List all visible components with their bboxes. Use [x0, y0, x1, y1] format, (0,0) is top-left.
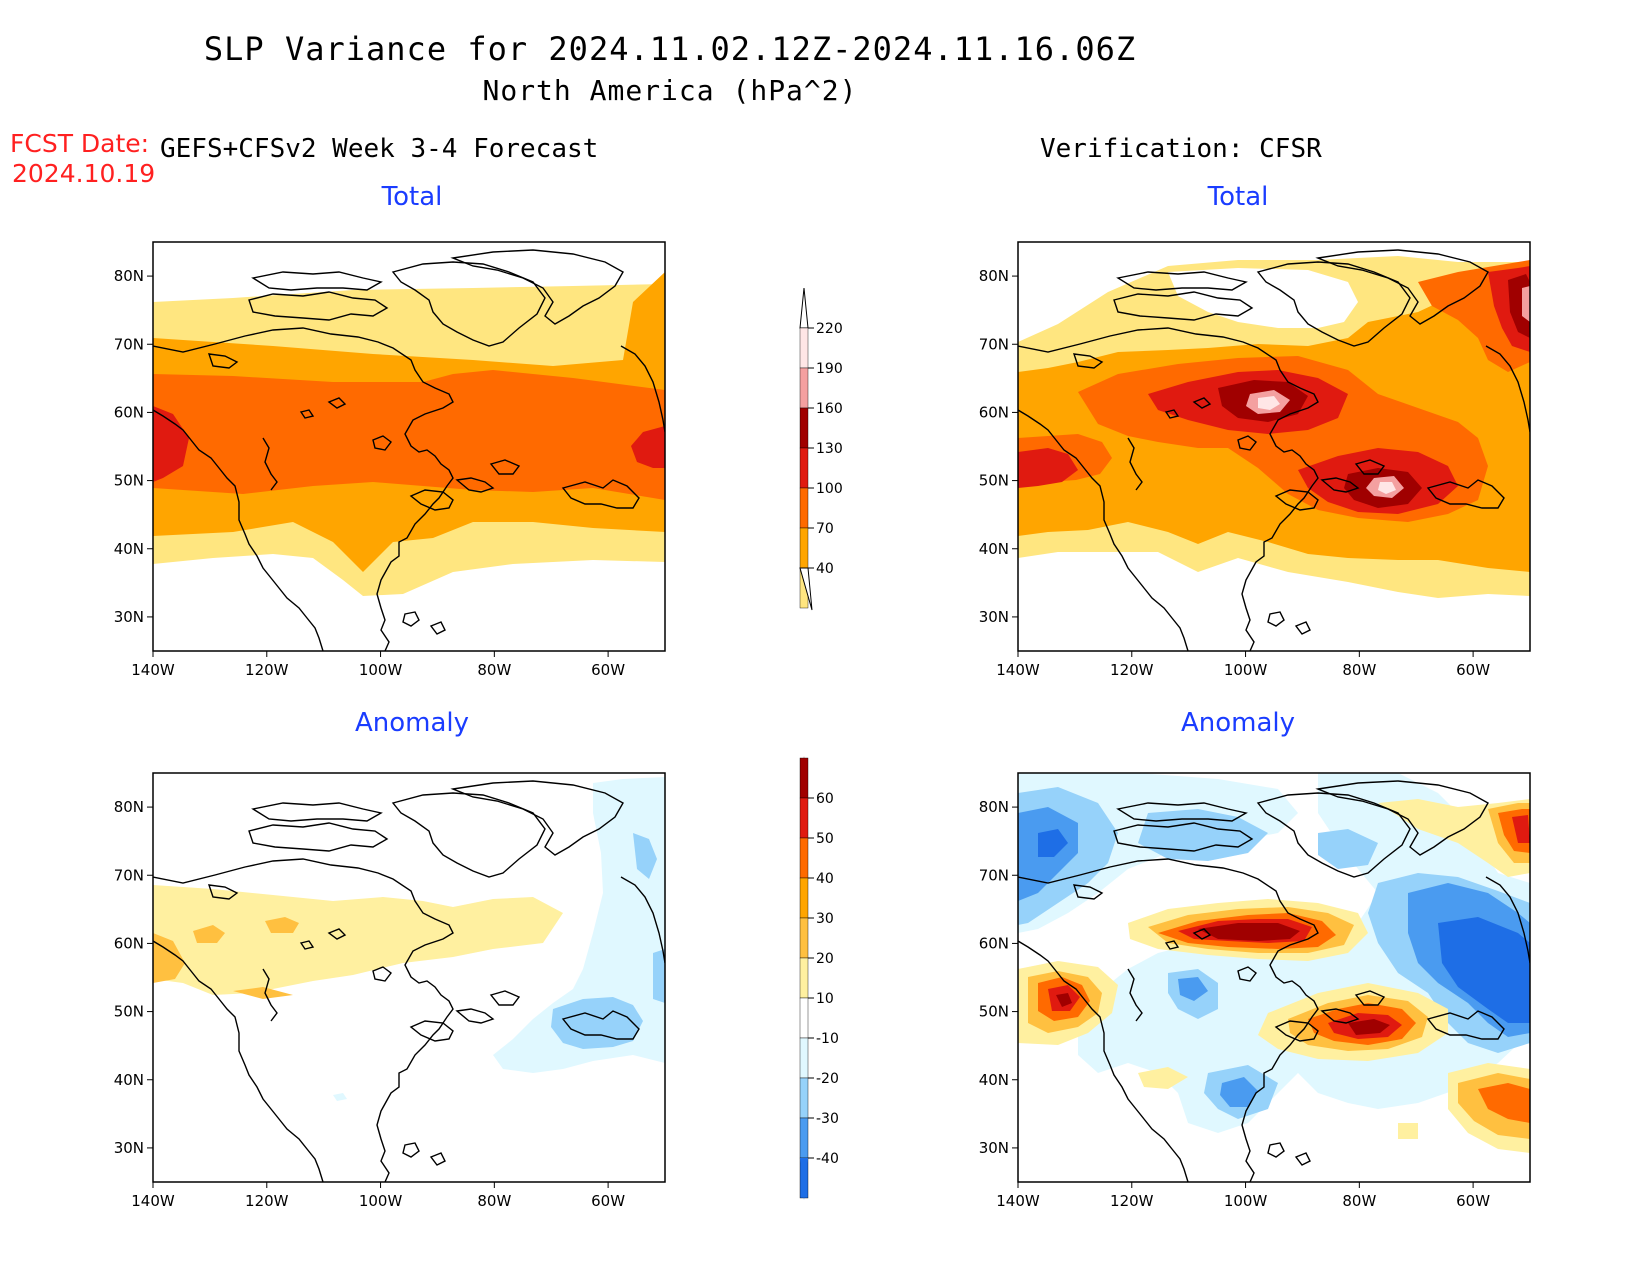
lat-tick-label: 70N	[979, 335, 1009, 353]
colorbar-tick-label: -20	[816, 1071, 839, 1087]
colorbar-swatch	[799, 367, 809, 409]
lat-tick-label: 60N	[114, 934, 144, 952]
lon-tick-label: 100W	[359, 661, 403, 679]
colorbar-tick-label: 50	[816, 831, 834, 847]
right-column-title: Verification: CFSR	[1040, 134, 1322, 164]
lat-tick-label: 60N	[114, 403, 144, 421]
lon-tick-label: 140W	[131, 661, 175, 679]
map-panel-cfsr-anomaly	[1017, 772, 1531, 1183]
lon-tick-label: 60W	[591, 1192, 625, 1210]
panel-title-fcst-total: Total	[381, 182, 443, 212]
colorbar-tick-label: 40	[816, 871, 834, 887]
lat-tick-label: 30N	[114, 608, 144, 626]
map-panel-fcst-total	[152, 241, 666, 652]
lon-tick-label: 100W	[1224, 1192, 1268, 1210]
panel-title-fcst-anomaly: Anomaly	[354, 708, 470, 738]
lon-tick-label: 140W	[996, 661, 1040, 679]
lat-tick-label: 70N	[979, 866, 1009, 884]
colorbar-tick-label: 130	[816, 441, 843, 457]
colorbar-swatch	[799, 917, 809, 959]
colorbar-swatch	[799, 877, 809, 919]
panel-title-cfsr-anomaly: Anomaly	[1180, 708, 1296, 738]
colorbar-swatch	[799, 527, 809, 569]
colorbar-total: 220 190 160 130 100 70 40	[799, 287, 843, 611]
map-panel-cfsr-total	[1017, 241, 1531, 652]
lon-tick-label: 120W	[1110, 661, 1154, 679]
colorbar-swatch	[799, 997, 809, 1039]
colorbar-tick-label: 100	[816, 481, 843, 497]
colorbar-swatch	[799, 837, 809, 879]
lon-tick-label: 80W	[1342, 661, 1376, 679]
lat-tick-label: 50N	[114, 472, 144, 490]
lat-tick-label: 40N	[979, 1071, 1009, 1089]
lon-tick-label: 80W	[1342, 1192, 1376, 1210]
lat-tick-label: 50N	[979, 1003, 1009, 1021]
colorbar-tick-label: 10	[816, 991, 834, 1007]
colorbar-swatch	[799, 957, 809, 999]
lon-tick-label: 120W	[1110, 1192, 1154, 1210]
axes-layer: 80N 70N 60N 50N 40N 30N 140W 120W 100W 80W 60W 80N 7…	[114, 267, 1491, 1210]
colorbar-swatch	[799, 487, 809, 529]
colorbar-tick-label: 160	[816, 401, 843, 417]
lon-tick-label: 80W	[477, 661, 511, 679]
colorbar-tick-label: 30	[816, 911, 834, 927]
lon-tick-label: 120W	[245, 1192, 289, 1210]
colorbar-tick-label: 20	[816, 951, 834, 967]
colorbar-tick-label: -40	[816, 1151, 839, 1167]
left-column-title: GEFS+CFSv2 Week 3-4 Forecast	[160, 134, 599, 164]
fcst-date-label: FCST Date:	[10, 129, 150, 158]
figure-title: SLP Variance for 2024.11.02.12Z-2024.11.…	[203, 30, 1137, 68]
colorbar-tick-label: 70	[816, 521, 834, 537]
lat-tick-label: 80N	[114, 267, 144, 285]
colorbar-anomaly: 60 50 40 30 20 10 -10 -20 -30 -40	[799, 756, 839, 1200]
panel-title-cfsr-total: Total	[1207, 182, 1269, 212]
lon-tick-label: 120W	[245, 661, 289, 679]
lon-tick-label: 100W	[359, 1192, 403, 1210]
lat-tick-label: 40N	[114, 540, 144, 558]
colorbar-swatch	[799, 447, 809, 489]
lon-tick-label: 60W	[1456, 1192, 1490, 1210]
lat-tick-label: 50N	[114, 1003, 144, 1021]
colorbar-tick-label: 40	[816, 561, 834, 577]
colorbar-tick-label: -30	[816, 1111, 839, 1127]
colorbar-swatch	[799, 327, 809, 369]
lat-tick-label: 80N	[979, 267, 1009, 285]
colorbar-swatch	[799, 1077, 809, 1119]
lon-tick-label: 100W	[1224, 661, 1268, 679]
lat-tick-label: 70N	[114, 866, 144, 884]
colorbar-tick-label: 220	[816, 321, 843, 337]
lon-tick-label: 140W	[131, 1192, 175, 1210]
colorbar-swatch	[799, 1037, 809, 1079]
fcst-date-value: 2024.10.19	[12, 159, 156, 188]
lon-tick-label: 60W	[591, 661, 625, 679]
colorbar-swatch	[799, 757, 809, 799]
lon-tick-label: 140W	[996, 1192, 1040, 1210]
lat-tick-label: 30N	[114, 1139, 144, 1157]
map-panel-fcst-anomaly	[152, 772, 666, 1183]
colorbar-tick-label: 190	[816, 361, 843, 377]
lat-tick-label: 40N	[979, 540, 1009, 558]
lon-tick-label: 60W	[1456, 661, 1490, 679]
lon-tick-label: 80W	[477, 1192, 511, 1210]
lat-tick-label: 80N	[979, 798, 1009, 816]
lat-tick-label: 30N	[979, 1139, 1009, 1157]
lat-tick-label: 80N	[114, 798, 144, 816]
lat-tick-label: 70N	[114, 335, 144, 353]
figure-subtitle: North America (hPa^2)	[482, 74, 858, 107]
colorbar-tick-label: 60	[816, 791, 834, 807]
colorbar-tick-label: -10	[816, 1031, 839, 1047]
lat-tick-label: 60N	[979, 934, 1009, 952]
colorbar-swatch	[799, 1117, 809, 1159]
lat-tick-label: 60N	[979, 403, 1009, 421]
lat-tick-label: 40N	[114, 1071, 144, 1089]
lat-tick-label: 30N	[979, 608, 1009, 626]
colorbar-swatch	[799, 797, 809, 839]
colorbar-swatch	[799, 407, 809, 449]
lat-tick-label: 50N	[979, 472, 1009, 490]
